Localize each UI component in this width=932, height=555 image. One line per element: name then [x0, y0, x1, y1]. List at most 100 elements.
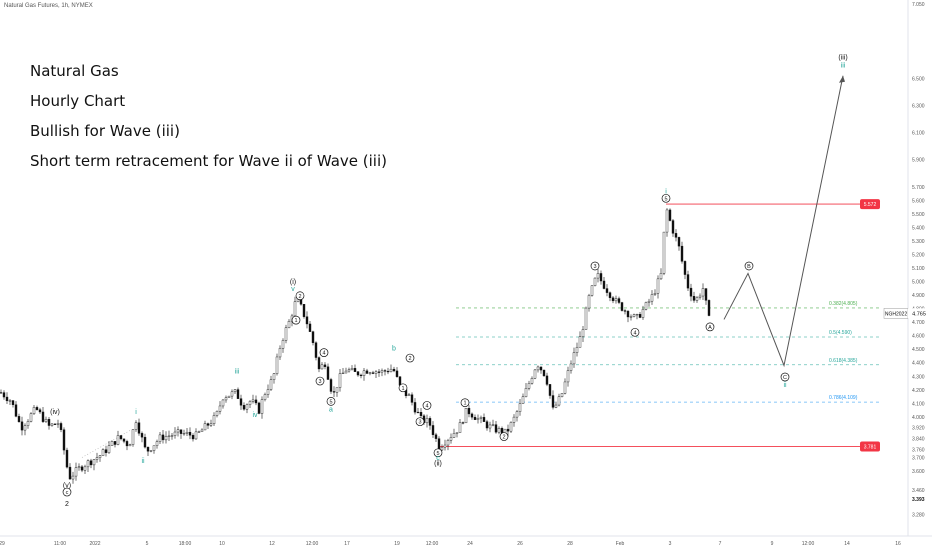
wave-label: 2: [298, 294, 301, 300]
candle-up: [593, 277, 597, 286]
candle-up: [521, 396, 525, 404]
annotation-title: Natural Gas: [30, 62, 119, 80]
candle-up: [56, 423, 60, 425]
candle-up: [653, 293, 657, 295]
wave-label: b: [392, 346, 396, 353]
candle-up: [488, 424, 492, 429]
wave-label: (iv): [50, 409, 60, 416]
candle-down: [599, 273, 603, 282]
candle-down: [371, 372, 375, 374]
candle-down: [626, 310, 630, 318]
y-tick-label: 3.920: [912, 426, 925, 432]
x-tick-label: 16: [895, 541, 901, 547]
wave-label: (i): [290, 279, 296, 286]
candle-down: [392, 368, 396, 372]
wave-label: 4: [425, 403, 428, 409]
candle-up: [647, 300, 651, 303]
candle-up: [566, 370, 570, 383]
fib-level-label: 0.786(4.109): [829, 395, 858, 401]
x-tick-label: Feb: [616, 541, 625, 547]
candle-up: [479, 417, 483, 419]
price-tag-label: 3.781: [864, 445, 877, 451]
candle-up: [284, 327, 288, 341]
trend-helper-line: [81, 430, 131, 458]
candle-up: [509, 422, 513, 432]
candle-up: [650, 294, 654, 302]
candle-up: [449, 437, 453, 441]
candle-down: [359, 374, 363, 377]
wave-label: 2: [65, 501, 69, 508]
annotation-bias: Bullish for Wave (iii): [30, 122, 180, 140]
candle-down: [137, 422, 141, 434]
candle-up: [272, 373, 276, 380]
candle-up: [194, 431, 198, 440]
wave-label: (ii): [434, 461, 442, 468]
wave-label-circle: [590, 261, 600, 271]
candle-down: [467, 408, 471, 415]
candle-up: [656, 278, 660, 294]
candle-down: [113, 441, 117, 445]
candle-up: [569, 363, 573, 371]
candle-up: [107, 445, 111, 453]
candle-down: [2, 392, 6, 398]
x-tick-label: 12:00: [306, 541, 319, 547]
y-tick-label: 6.500: [912, 76, 925, 82]
candle-down: [191, 435, 195, 440]
candle-down: [431, 425, 435, 435]
candle-up: [263, 394, 267, 400]
candle-up: [98, 455, 102, 458]
candle-down: [668, 209, 672, 221]
y-tick-label: 4.500: [912, 347, 925, 353]
candle-down: [377, 371, 381, 373]
candle-up: [8, 400, 12, 402]
candle-down: [473, 416, 477, 420]
candle-up: [629, 316, 633, 318]
wave-label: iii: [235, 369, 240, 376]
candle-up: [374, 371, 378, 374]
candle-up: [128, 444, 132, 447]
candle-up: [614, 298, 618, 302]
candle-down: [239, 398, 243, 406]
candle-down: [704, 288, 708, 301]
candle-up: [407, 394, 411, 397]
candle-up: [230, 391, 234, 397]
candle-down: [551, 395, 555, 408]
candle-up: [443, 444, 447, 448]
wave-label: a: [329, 406, 333, 413]
candle-down: [119, 435, 123, 440]
candle-down: [188, 431, 192, 436]
candle-up: [185, 431, 189, 434]
candle-up: [158, 434, 162, 442]
candle-up: [215, 411, 219, 416]
wave-label-circle: [780, 372, 790, 382]
x-tick-label: 9: [771, 541, 774, 547]
wave-label-circle: [433, 448, 443, 458]
x-tick-label: 10: [219, 541, 225, 547]
candle-up: [554, 404, 558, 408]
wave-label: v: [291, 286, 295, 293]
y-tick-label: 5.100: [912, 266, 925, 272]
y-tick-label: 3.600: [912, 469, 925, 475]
candle-down: [434, 434, 438, 439]
candle-down: [638, 314, 642, 318]
candle-down: [356, 371, 360, 376]
candle-down: [122, 438, 126, 442]
candle-up: [95, 457, 99, 460]
y-tick-label: 6.100: [912, 131, 925, 137]
candle-up: [458, 422, 462, 433]
candle-down: [428, 418, 432, 426]
candle-up: [452, 433, 456, 438]
wave-label: 1: [401, 386, 404, 392]
candle-down: [89, 460, 93, 466]
candle-down: [611, 297, 615, 302]
wave-label: ii: [783, 382, 787, 389]
candle-up: [203, 423, 207, 431]
x-tick-label: 19: [394, 541, 400, 547]
candle-down: [20, 421, 24, 431]
candle-down: [413, 402, 417, 413]
wave-label: 3: [318, 379, 321, 385]
candle-up: [446, 439, 450, 446]
wave-label: 5: [329, 399, 332, 405]
wave-label-circle: [398, 383, 408, 393]
